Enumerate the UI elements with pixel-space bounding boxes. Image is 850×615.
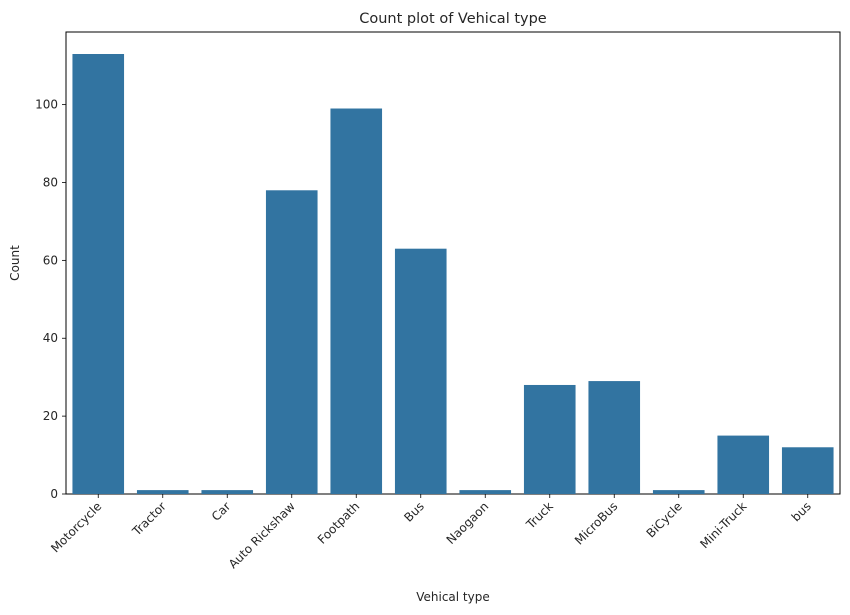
bar-bus	[394, 248, 447, 494]
bar-footpath	[330, 108, 383, 494]
bar-tractor	[136, 490, 189, 494]
bar-mini-truck	[717, 435, 770, 494]
bar-car	[201, 490, 254, 494]
x-tick-label: Tractor	[129, 499, 169, 539]
y-tick-label: 20	[43, 409, 58, 423]
x-tick-label: Auto Rickshaw	[226, 499, 298, 571]
x-tick-label: Footpath	[315, 499, 362, 546]
plot-area	[65, 31, 841, 495]
bar-motorcycle	[72, 54, 125, 494]
bars-group	[72, 54, 834, 494]
x-tick-label: Naogaon	[444, 499, 492, 547]
x-tick-label: Car	[209, 499, 234, 524]
x-tick-label: Bus	[401, 499, 427, 525]
bar-bus	[781, 447, 834, 494]
x-tick-label: Mini-Truck	[697, 499, 749, 551]
bar-microbus	[588, 381, 641, 494]
x-tick-label: MicroBus	[572, 499, 620, 547]
y-tick-label: 0	[50, 487, 58, 501]
x-axis-label: Vehical type	[416, 590, 490, 604]
chart-title: Count plot of Vehical type	[359, 11, 547, 27]
y-axis-ticks: 0 20 40 60 80 100	[35, 98, 66, 501]
bar-bicycle	[652, 490, 705, 494]
x-tick-label: BiCycle	[644, 499, 685, 540]
y-tick-label: 80	[43, 175, 58, 189]
bar-auto-rickshaw	[265, 190, 318, 494]
x-tick-label: Truck	[523, 499, 556, 532]
bar-naogaon	[459, 490, 512, 494]
y-tick-label: 100	[35, 98, 58, 112]
x-tick-label: bus	[789, 499, 814, 524]
x-tick-label: Motorcycle	[48, 499, 104, 555]
bar-truck	[523, 384, 576, 494]
y-tick-label: 60	[43, 253, 58, 267]
y-tick-label: 40	[43, 331, 58, 345]
y-axis-label: Count	[8, 245, 22, 281]
